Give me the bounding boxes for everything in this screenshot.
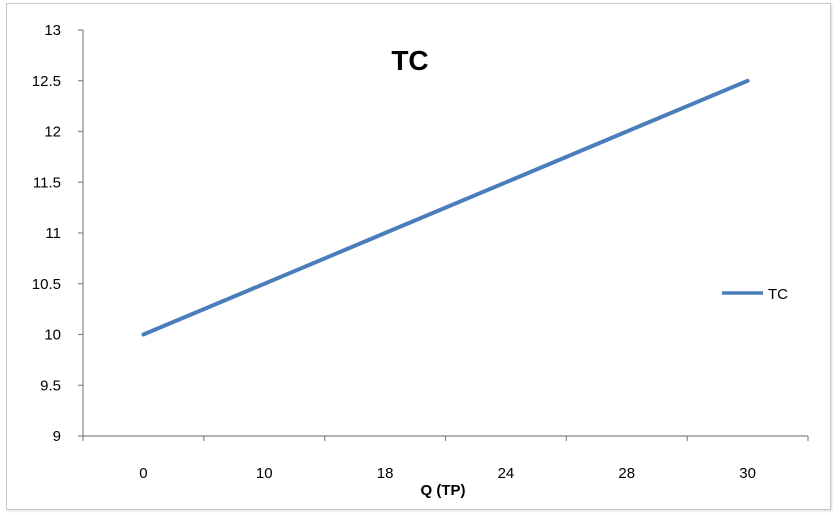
axes (78, 29, 809, 441)
chart-title: TC (391, 45, 428, 76)
y-tick-label: 9.5 (40, 377, 61, 394)
y-tick-label: 9 (53, 428, 61, 445)
y-tick-labels: 9 9.5 10 10.5 11 11.5 12 12.5 13 (32, 22, 61, 445)
y-tick-label: 10 (44, 327, 61, 344)
y-tick-label: 13 (44, 22, 61, 39)
x-tick-label: 28 (618, 465, 635, 482)
legend-label-tc: TC (768, 286, 788, 303)
chart-frame (6, 3, 831, 510)
x-tick-label: 30 (739, 465, 756, 482)
x-axis-title: Q (TP) (421, 482, 466, 499)
legend: TC (722, 286, 788, 303)
series-lines (141, 78, 750, 337)
x-tick-label: 24 (498, 465, 515, 482)
y-tick-label: 12 (44, 124, 61, 141)
x-tick-label: 0 (139, 465, 147, 482)
x-tick-label: 10 (256, 465, 273, 482)
y-tick-label: 11 (45, 225, 61, 242)
x-tick-label: 18 (377, 465, 394, 482)
y-tick-label: 10.5 (32, 276, 61, 293)
y-tick-label: 12.5 (32, 73, 61, 90)
y-tick-label: 11.5 (33, 174, 61, 191)
series-line-tc (141, 78, 750, 337)
x-tick-labels: 0 10 18 24 28 30 (139, 465, 756, 482)
